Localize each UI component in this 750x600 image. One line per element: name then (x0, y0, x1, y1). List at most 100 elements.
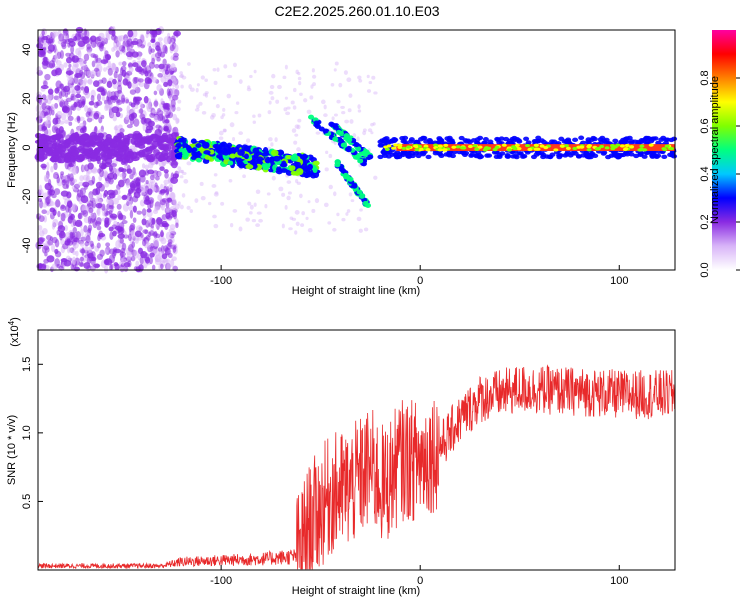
spectrogram-cell (135, 225, 143, 233)
spectrogram-cell (212, 214, 217, 219)
spectrogram-cell (75, 47, 81, 56)
spectrogram-cell (212, 143, 221, 149)
spectrogram-cell (72, 226, 78, 234)
spectrogram-cell (372, 122, 376, 126)
spectrogram-cell (301, 153, 308, 161)
spectrogram-cell (159, 188, 167, 194)
spectrogram-cell (243, 153, 249, 160)
spectrogram-cell (195, 151, 202, 158)
spectrogram-cell (150, 133, 157, 139)
spectrogram-cell (463, 139, 470, 144)
spectrogram-cell (232, 209, 238, 213)
spectrogram-cell (292, 87, 297, 93)
spectrogram-cell (393, 143, 399, 147)
spectrogram-cell (267, 110, 272, 115)
spectrogram-cell (186, 161, 192, 166)
spectrogram-cell (307, 200, 311, 204)
spectrogram-cell (177, 201, 181, 206)
spectrogram-cell (129, 222, 136, 231)
spectrogram-cell (181, 75, 187, 80)
spectrogram-cell (332, 124, 339, 130)
spectrogram-cell (75, 93, 82, 99)
spectrogram-cell (90, 151, 98, 160)
spectrogram-cell (79, 242, 85, 247)
spectrogram-cell (93, 67, 100, 72)
spectrogram-cell (108, 226, 114, 232)
spectrogram-cell (145, 154, 154, 161)
spectrogram-cell (163, 109, 169, 116)
spectrogram-cell (152, 238, 159, 247)
spectrogram-cell (214, 191, 219, 195)
spectrogram-cell (336, 212, 340, 217)
carrier-line (396, 144, 675, 151)
spectrogram-cell (506, 138, 513, 144)
spectrogram-cell (386, 144, 392, 148)
spectrogram-cell (351, 183, 358, 189)
spectrogram-cell (122, 146, 129, 151)
spectrogram-cell (38, 215, 45, 222)
spectrogram-cell (105, 29, 110, 39)
spectrogram-cell (128, 205, 134, 212)
spectrogram-cell (499, 151, 506, 156)
spectrogram-cell (600, 151, 607, 156)
spectrogram-cell (163, 125, 169, 132)
spectrogram-cell (611, 152, 618, 158)
spectrogram-cell (37, 49, 46, 58)
spectrogram-cell (346, 137, 353, 143)
spectrogram-cell (160, 51, 166, 58)
snr-ytick-label: 1.0 (21, 425, 33, 440)
spectrogram-cell (367, 154, 374, 160)
spectrogram-cell (610, 144, 616, 148)
spectrogram-cell (481, 140, 488, 145)
spectrogram-cell (73, 266, 80, 272)
spectrogram-cell (643, 135, 650, 141)
spectrogram-cell (137, 247, 144, 255)
spectrogram-cell (87, 224, 93, 232)
spectrogram-cell (126, 38, 133, 47)
spectrogram-cell (146, 208, 152, 213)
spectrogram-cell (104, 53, 112, 60)
spectrogram-cell (52, 209, 57, 216)
spectrogram-cell (107, 67, 113, 76)
spectrogram-cell (293, 140, 298, 145)
spectrogram-cell (72, 241, 79, 249)
spectrogram-cell (53, 162, 58, 171)
spectrogram-cell (255, 156, 264, 161)
spectrogram-cell (68, 155, 77, 163)
spectrogram-cell (181, 193, 186, 198)
spectrogram-cell (204, 92, 209, 98)
spectrogram-cell (46, 161, 50, 171)
spectrogram-cell (104, 222, 109, 228)
spectrogram-cell (142, 188, 146, 193)
spectrogram-cell (101, 77, 107, 84)
spectrogram-cell (629, 145, 635, 149)
spectrogram-cell (171, 209, 177, 218)
spectrogram-cell (93, 148, 100, 154)
spectrogram-cell (335, 129, 342, 135)
spectrogram-cell (202, 93, 207, 97)
spectrogram-cell (108, 204, 115, 210)
spectrogram-cell (370, 122, 374, 127)
spectrogram-cell (46, 143, 54, 149)
spectrogram-cell (437, 144, 443, 148)
spectrogram-cell (331, 116, 335, 121)
spectrogram-cell (370, 131, 374, 135)
spectrogram-cell (136, 38, 143, 47)
spectrogram-cell (162, 134, 169, 142)
spectrogram-cell (96, 242, 101, 249)
spectrogram-cell (83, 53, 90, 62)
spectrogram-cell (66, 238, 71, 243)
spectrogram-cell (145, 146, 155, 152)
spectrogram-cell (77, 154, 86, 162)
spectrogram-cell (125, 155, 134, 164)
spectrogram-cell (397, 143, 403, 147)
spectrogram-cell (79, 256, 85, 262)
spectrogram-cell (328, 153, 333, 159)
spectrogram-cell (59, 145, 67, 153)
spectrogram-cell (641, 154, 648, 159)
spectrogram-cell (75, 231, 81, 240)
spectrogram-cell (384, 147, 390, 151)
spectrogram-cell (60, 258, 68, 263)
spectrogram-cell (68, 163, 74, 168)
spectrogram-cell (121, 194, 128, 201)
